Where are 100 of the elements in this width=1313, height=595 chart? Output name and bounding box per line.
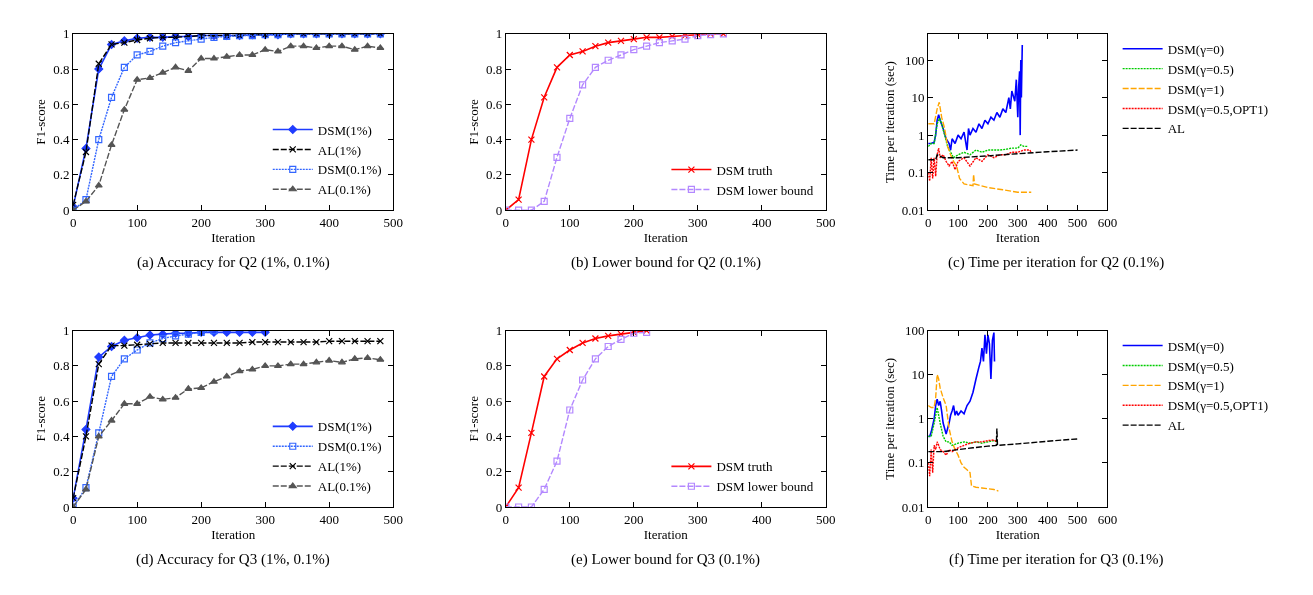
legend-label: AL (1167, 121, 1186, 137)
y-tick-label: 0.4 (485, 132, 503, 148)
y-tick-label: 100 (905, 52, 925, 68)
text: (e) Lower bound for Q3 (0.1%) (571, 551, 761, 568)
x-tick-label: 200 (978, 214, 998, 230)
x-tick-label: 400 (1037, 511, 1058, 527)
y-tick-label: 10 (911, 90, 925, 106)
x-tick-label: 400 (319, 214, 339, 230)
legend-label: DSM(γ=0) (1167, 41, 1225, 57)
x-tick-label: 300 (255, 511, 275, 527)
x-tick-label: 600 (1097, 214, 1118, 230)
y-tick-label: 0.01 (901, 499, 925, 515)
x-tick-label: 200 (191, 511, 211, 527)
y-axis-title: F1-score (33, 395, 49, 442)
y-tick-label: 0.8 (53, 61, 70, 77)
y-tick-label: 0.6 (485, 96, 503, 112)
text: (b) Lower bound for Q2 (0.1%) (571, 254, 761, 271)
x-tick-label: 200 (624, 511, 644, 527)
legend-label: DSM truth (716, 162, 773, 178)
y-tick-label: 1 (63, 26, 70, 42)
y-tick-label: 1 (495, 26, 503, 42)
y-tick-label: 1 (918, 411, 925, 427)
y-tick-label: 0.8 (53, 358, 70, 374)
legend-label: AL(0.1%) (317, 479, 371, 495)
legend-label: DSM truth (716, 459, 773, 475)
y-tick-label: 1 (63, 323, 70, 339)
x-tick-label: 400 (319, 511, 339, 527)
x-axis-title: Iteration (995, 526, 1041, 542)
y-tick-label: 0 (495, 202, 503, 218)
y-axis-title: Time per iteration (sec) (881, 357, 897, 480)
legend-label: DSM(γ=1) (1167, 81, 1225, 97)
y-tick-label: 0.6 (53, 393, 71, 409)
legend-label: DSM(γ=0) (1167, 338, 1225, 354)
x-tick-label: 300 (1008, 214, 1028, 230)
y-tick-label: 0 (495, 499, 503, 515)
x-tick-label: 500 (1067, 511, 1088, 527)
x-tick-label: 600 (1097, 511, 1118, 527)
legend-label: DSM(0.1%) (317, 162, 382, 178)
x-tick-label: 200 (624, 214, 644, 230)
x-tick-label: 100 (948, 214, 968, 230)
legend-label: AL(0.1%) (317, 182, 371, 198)
y-tick-label: 0.2 (485, 167, 503, 183)
legend-label: DSM(γ=0.5) (1167, 358, 1234, 374)
y-tick-label: 0.01 (901, 202, 925, 218)
x-tick-label: 100 (560, 214, 580, 230)
y-axis-title: F1-score (33, 99, 49, 145)
y-tick-label: 0.1 (908, 165, 925, 181)
y-tick-label: 0.4 (53, 132, 71, 148)
x-tick-label: 300 (255, 214, 275, 230)
x-tick-label: 100 (127, 511, 147, 527)
x-axis-title: Iteration (211, 229, 256, 245)
x-tick-label: 200 (191, 214, 211, 230)
y-tick-label: 0.6 (53, 96, 71, 112)
y-tick-label: 0.1 (908, 455, 925, 471)
legend-label: DSM(γ=0.5,OPT1) (1167, 398, 1269, 414)
y-axis-title: F1-score (465, 99, 481, 145)
legend-label: DSM(0.1%) (317, 439, 382, 455)
y-axis-title: F1-score (465, 395, 481, 442)
legend-label: DSM(γ=0.5) (1167, 61, 1234, 77)
legend-label: DSM(γ=1) (1167, 378, 1225, 394)
legend-label: DSM(1%) (317, 122, 372, 138)
x-tick-label: 300 (688, 511, 708, 527)
legend-label: DSM lower bound (716, 182, 814, 198)
y-tick-label: 0 (63, 499, 70, 515)
x-tick-label: 100 (560, 511, 580, 527)
y-tick-label: 1 (495, 323, 503, 339)
x-tick-label: 300 (1008, 511, 1028, 527)
x-tick-label: 100 (948, 511, 968, 527)
x-axis-title: Iteration (211, 526, 256, 542)
x-tick-label: 500 (383, 214, 403, 230)
y-tick-label: 0.8 (485, 358, 503, 374)
legend-label: AL (1167, 418, 1186, 434)
x-tick-label: 400 (752, 214, 772, 230)
x-tick-label: 200 (978, 511, 998, 527)
y-tick-label: 0.2 (53, 464, 70, 480)
y-tick-label: 1 (918, 127, 925, 143)
x-axis-title: Iteration (643, 526, 689, 542)
x-tick-label: 400 (752, 511, 772, 527)
text: (d) Accuracy for Q3 (1%, 0.1%) (136, 551, 330, 568)
legend-label: AL(1%) (317, 142, 362, 158)
legend-label: DSM(1%) (317, 419, 372, 435)
x-tick-label: 500 (816, 214, 836, 230)
x-axis-title: Iteration (643, 229, 689, 245)
y-tick-label: 0.8 (485, 61, 503, 77)
y-axis-title: Time per iteration (sec) (881, 61, 897, 183)
text: (f) Time per iteration for Q3 (0.1%) (949, 551, 1164, 568)
x-tick-label: 500 (816, 511, 836, 527)
x-tick-label: 400 (1037, 214, 1058, 230)
y-tick-label: 100 (905, 323, 925, 339)
x-tick-label: 500 (383, 511, 403, 527)
y-tick-label: 0.2 (485, 464, 503, 480)
y-tick-label: 0.2 (53, 167, 70, 183)
y-tick-label: 0.4 (485, 428, 503, 444)
y-tick-label: 0 (63, 202, 70, 218)
x-axis-title: Iteration (995, 229, 1041, 245)
y-tick-label: 10 (911, 367, 925, 383)
x-tick-label: 100 (127, 214, 147, 230)
legend-label: AL(1%) (317, 459, 362, 475)
text: (c) Time per iteration for Q2 (0.1%) (948, 254, 1165, 271)
x-tick-label: 500 (1067, 214, 1088, 230)
